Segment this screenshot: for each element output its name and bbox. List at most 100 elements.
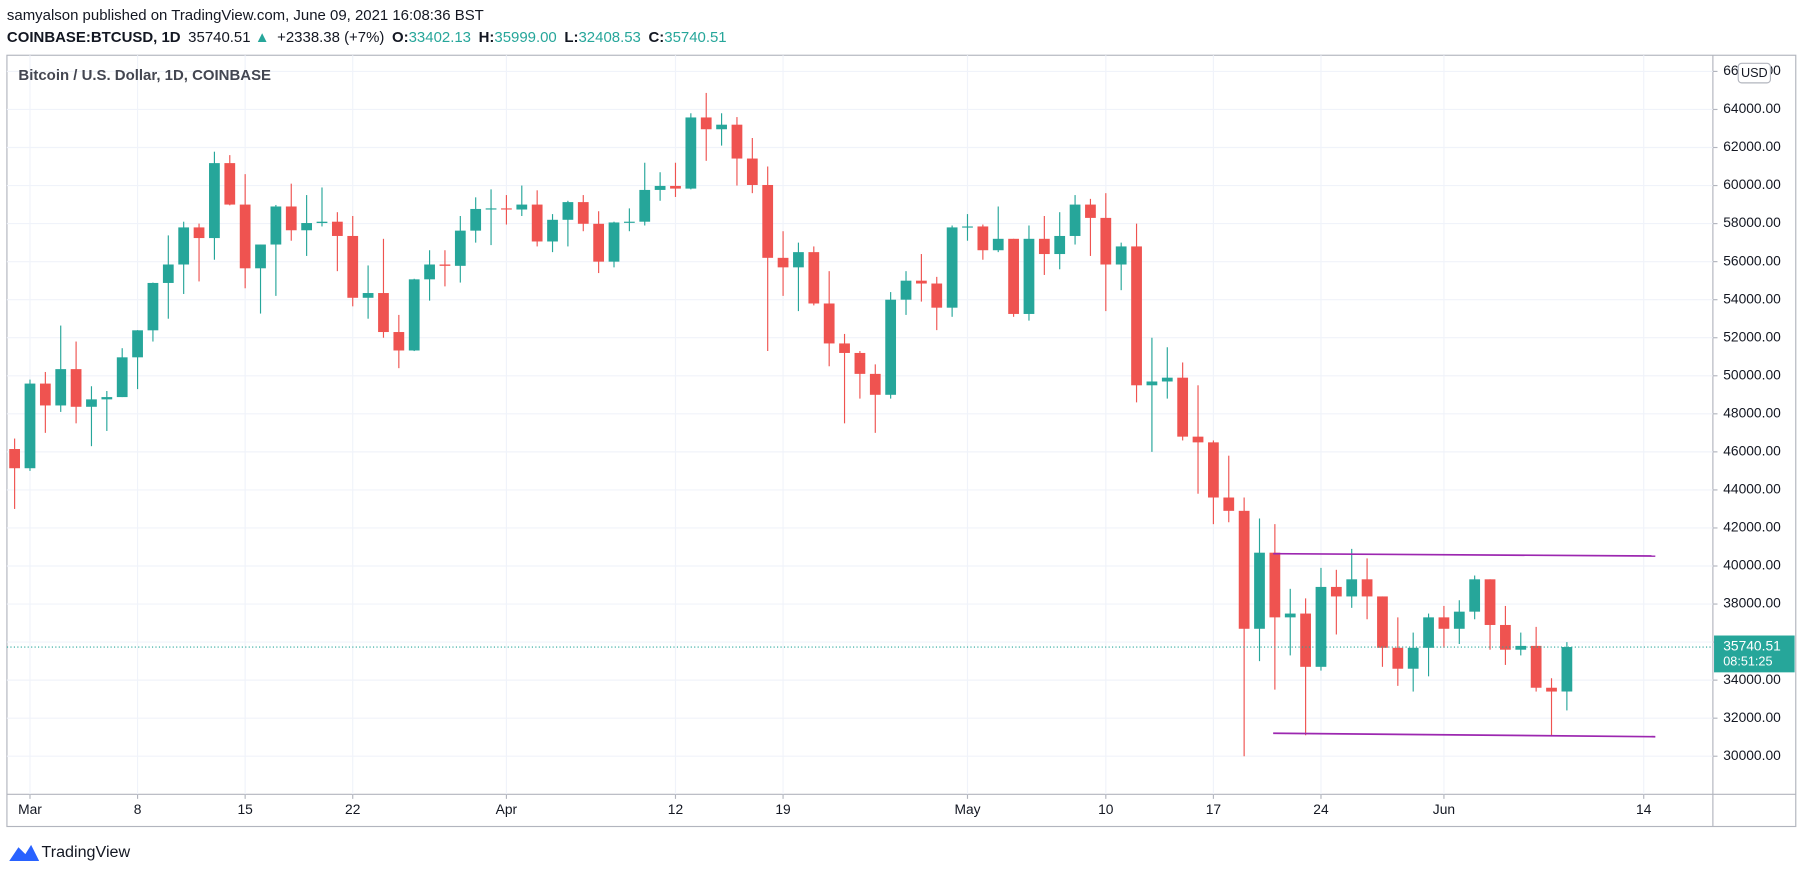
candle-body bbox=[270, 206, 282, 245]
x-tick-label: Apr bbox=[496, 801, 518, 817]
candle-body bbox=[577, 202, 589, 224]
y-tick-label: 44000.00 bbox=[1723, 481, 1781, 497]
y-tick-label: 62000.00 bbox=[1723, 138, 1781, 154]
candle-body bbox=[900, 280, 912, 300]
currency: USD bbox=[1741, 66, 1768, 80]
candle-body bbox=[439, 264, 451, 266]
candle-body bbox=[193, 227, 205, 239]
y-tick-label: 54000.00 bbox=[1723, 290, 1781, 306]
candle-body bbox=[516, 204, 528, 210]
candle-body bbox=[992, 238, 1004, 251]
candle-body bbox=[1469, 579, 1481, 612]
candle-body bbox=[255, 244, 266, 269]
candle-body bbox=[1008, 238, 1019, 314]
candle-body bbox=[1546, 687, 1557, 692]
candle-body bbox=[1146, 381, 1158, 386]
last-price-badge bbox=[1714, 635, 1795, 673]
x-tick-label: 22 bbox=[345, 801, 360, 817]
y-tick-label: 38000.00 bbox=[1723, 595, 1781, 611]
candle-body bbox=[977, 226, 989, 251]
candle-body bbox=[839, 343, 850, 353]
candle-body bbox=[454, 230, 466, 266]
candle-body bbox=[116, 357, 128, 398]
x-tick-label: 14 bbox=[1636, 801, 1652, 817]
candle-body bbox=[1423, 617, 1434, 648]
candle-body bbox=[670, 185, 681, 189]
candle-body bbox=[24, 383, 36, 469]
candle-body bbox=[1161, 377, 1173, 382]
y-tick-label: 42000.00 bbox=[1723, 519, 1781, 535]
x-tick-label: 8 bbox=[134, 801, 142, 817]
candle-body bbox=[485, 208, 497, 210]
candle-body bbox=[531, 204, 543, 242]
candle-body bbox=[1377, 596, 1388, 648]
candle-body bbox=[1131, 246, 1142, 386]
candle-body bbox=[854, 352, 866, 374]
candle-body bbox=[285, 206, 297, 231]
candle-body bbox=[1069, 204, 1081, 236]
candle-body bbox=[316, 221, 328, 224]
candle-body bbox=[1254, 552, 1265, 629]
candle-body bbox=[1115, 246, 1127, 265]
candle-body bbox=[823, 303, 835, 344]
candle-body bbox=[224, 163, 236, 205]
candle-body bbox=[962, 226, 973, 228]
open: 33402.13 bbox=[409, 29, 471, 46]
y-tick-label: 50000.00 bbox=[1723, 366, 1781, 382]
candle-body bbox=[639, 189, 651, 222]
low: 32408.53 bbox=[578, 29, 640, 46]
y-tick-label: 60000.00 bbox=[1723, 176, 1781, 192]
candle-body bbox=[1484, 579, 1496, 625]
candle-body bbox=[1407, 647, 1419, 669]
candle-body bbox=[162, 264, 174, 283]
countdown: 08:51:25 bbox=[1723, 654, 1772, 668]
candle-body bbox=[331, 221, 343, 236]
candle-body bbox=[593, 223, 605, 262]
change: +2338.38 (+7%) bbox=[277, 29, 384, 46]
candle-body bbox=[39, 383, 51, 406]
candle-body bbox=[362, 293, 374, 298]
x-tick-label: 15 bbox=[237, 801, 253, 817]
grid bbox=[6, 55, 1713, 795]
support-trendline bbox=[1273, 732, 1656, 738]
y-tick-label: 48000.00 bbox=[1723, 404, 1781, 420]
candle-body bbox=[1238, 510, 1250, 629]
x-tick-label: 24 bbox=[1313, 801, 1329, 817]
candle-body bbox=[731, 124, 743, 159]
candle-body bbox=[9, 449, 20, 469]
candle-body bbox=[301, 223, 313, 231]
resistance-trendline bbox=[1273, 552, 1656, 557]
candle-body bbox=[1530, 645, 1542, 688]
candle-body bbox=[654, 185, 666, 190]
y-tick-label: 52000.00 bbox=[1723, 328, 1781, 344]
arrow: ▲ bbox=[255, 29, 270, 46]
quote-line: COINBASE:BTCUSD, 1D 35740.51 ▲ +2338.38 … bbox=[7, 29, 727, 46]
chart-title: Bitcoin / U.S. Dollar, 1D, COINBASE bbox=[18, 67, 271, 84]
candle-body bbox=[1038, 238, 1050, 255]
tradingview-logo: TradingView bbox=[9, 843, 130, 861]
last: 35740.51 bbox=[188, 29, 250, 46]
candle-body bbox=[1177, 377, 1189, 437]
candle-body bbox=[1330, 586, 1342, 597]
candle-body bbox=[239, 204, 251, 269]
candle-body bbox=[916, 280, 927, 284]
x-tick-label: 10 bbox=[1098, 801, 1114, 817]
x-tick-label: 12 bbox=[668, 801, 683, 817]
candle-body bbox=[86, 399, 97, 407]
x-tick-label: Jun bbox=[1433, 801, 1455, 817]
candle-body bbox=[1192, 436, 1204, 443]
y-tick-label: 64000.00 bbox=[1723, 100, 1781, 116]
candle-body bbox=[378, 293, 389, 333]
currency-badge[interactable] bbox=[1737, 62, 1772, 84]
candle-body bbox=[1208, 442, 1219, 498]
candle-body bbox=[746, 158, 758, 185]
candle-body bbox=[1392, 647, 1404, 669]
high: 35999.00 bbox=[494, 29, 556, 46]
candles bbox=[9, 92, 1573, 757]
close: 35740.51 bbox=[664, 29, 726, 46]
axes: 30000.0032000.0034000.0036000.0038000.00… bbox=[6, 62, 1795, 817]
candle-body bbox=[147, 282, 159, 331]
candle-body bbox=[408, 279, 420, 351]
chart-frame bbox=[6, 54, 1797, 828]
